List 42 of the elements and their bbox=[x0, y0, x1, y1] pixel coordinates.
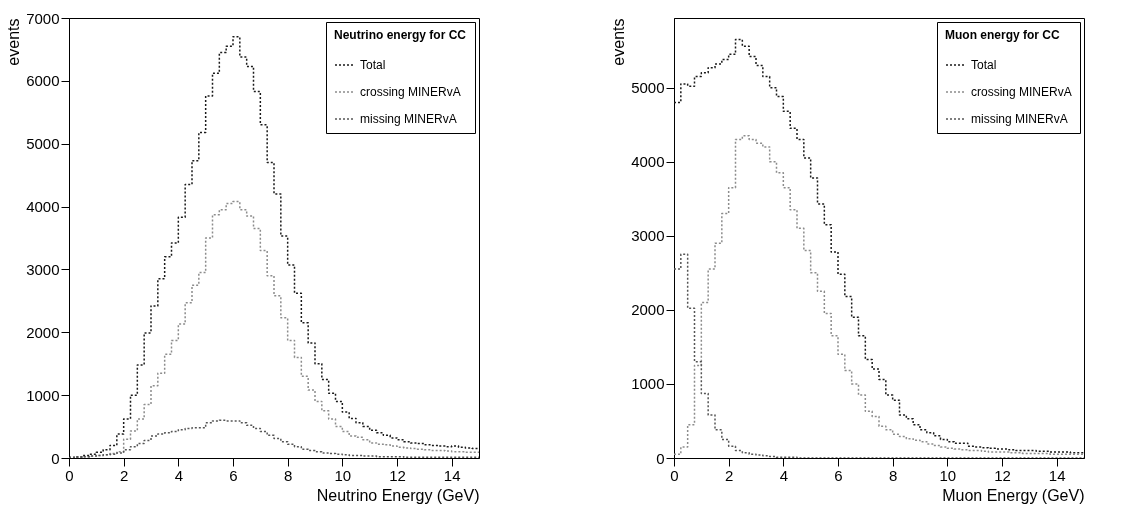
x-tick-label: 6 bbox=[834, 466, 843, 484]
y-axis-title: events bbox=[5, 18, 23, 66]
y-tick-label: 7000 bbox=[26, 9, 60, 27]
y-tick-label: 3000 bbox=[26, 260, 60, 278]
legend-title: Muon energy for CC bbox=[945, 28, 1060, 42]
x-tick-label: 6 bbox=[229, 466, 238, 484]
legend-label: missing MINERvA bbox=[360, 112, 457, 126]
legend-label: Total bbox=[360, 58, 386, 72]
x-tick-label: 2 bbox=[119, 466, 129, 484]
x-tick-label: 0 bbox=[670, 466, 679, 484]
y-tick-label: 2000 bbox=[26, 323, 60, 341]
x-tick-label: 10 bbox=[939, 466, 957, 484]
y-tick-label: 2000 bbox=[631, 301, 665, 319]
y-tick-label: 3000 bbox=[631, 227, 665, 245]
x-tick-label: 14 bbox=[443, 466, 461, 484]
y-tick-label: 1000 bbox=[631, 375, 665, 393]
x-axis-title: Muon Energy (GeV) bbox=[942, 486, 1085, 504]
y-tick-label: 4000 bbox=[26, 198, 60, 216]
x-tick-label: 4 bbox=[174, 466, 184, 484]
x-tick-label: 14 bbox=[1048, 466, 1066, 484]
y-tick-label: 5000 bbox=[631, 79, 665, 97]
y-tick-label: 1000 bbox=[26, 386, 60, 404]
y-tick-label: 6000 bbox=[26, 72, 60, 90]
x-tick-label: 4 bbox=[779, 466, 789, 484]
y-tick-label: 5000 bbox=[26, 135, 60, 153]
y-axis-title: events bbox=[610, 18, 628, 66]
x-tick-label: 2 bbox=[724, 466, 734, 484]
x-tick-label: 12 bbox=[994, 466, 1011, 484]
y-tick-label: 4000 bbox=[631, 153, 665, 171]
x-tick-label: 0 bbox=[65, 466, 74, 484]
y-tick-label: 0 bbox=[656, 449, 665, 467]
legend-label: Total bbox=[971, 58, 997, 72]
x-tick-label: 10 bbox=[334, 466, 352, 484]
legend-label: crossing MINERvA bbox=[360, 85, 461, 99]
y-tick-label: 0 bbox=[51, 449, 60, 467]
x-tick-label: 8 bbox=[283, 466, 293, 484]
x-axis-title: Neutrino Energy (GeV) bbox=[316, 486, 480, 504]
x-tick-label: 8 bbox=[888, 466, 898, 484]
legend-label: crossing MINERvA bbox=[971, 85, 1072, 99]
legend-label: missing MINERvA bbox=[971, 112, 1068, 126]
legend-title: Neutrino energy for CC bbox=[334, 28, 467, 42]
x-tick-label: 12 bbox=[389, 466, 406, 484]
